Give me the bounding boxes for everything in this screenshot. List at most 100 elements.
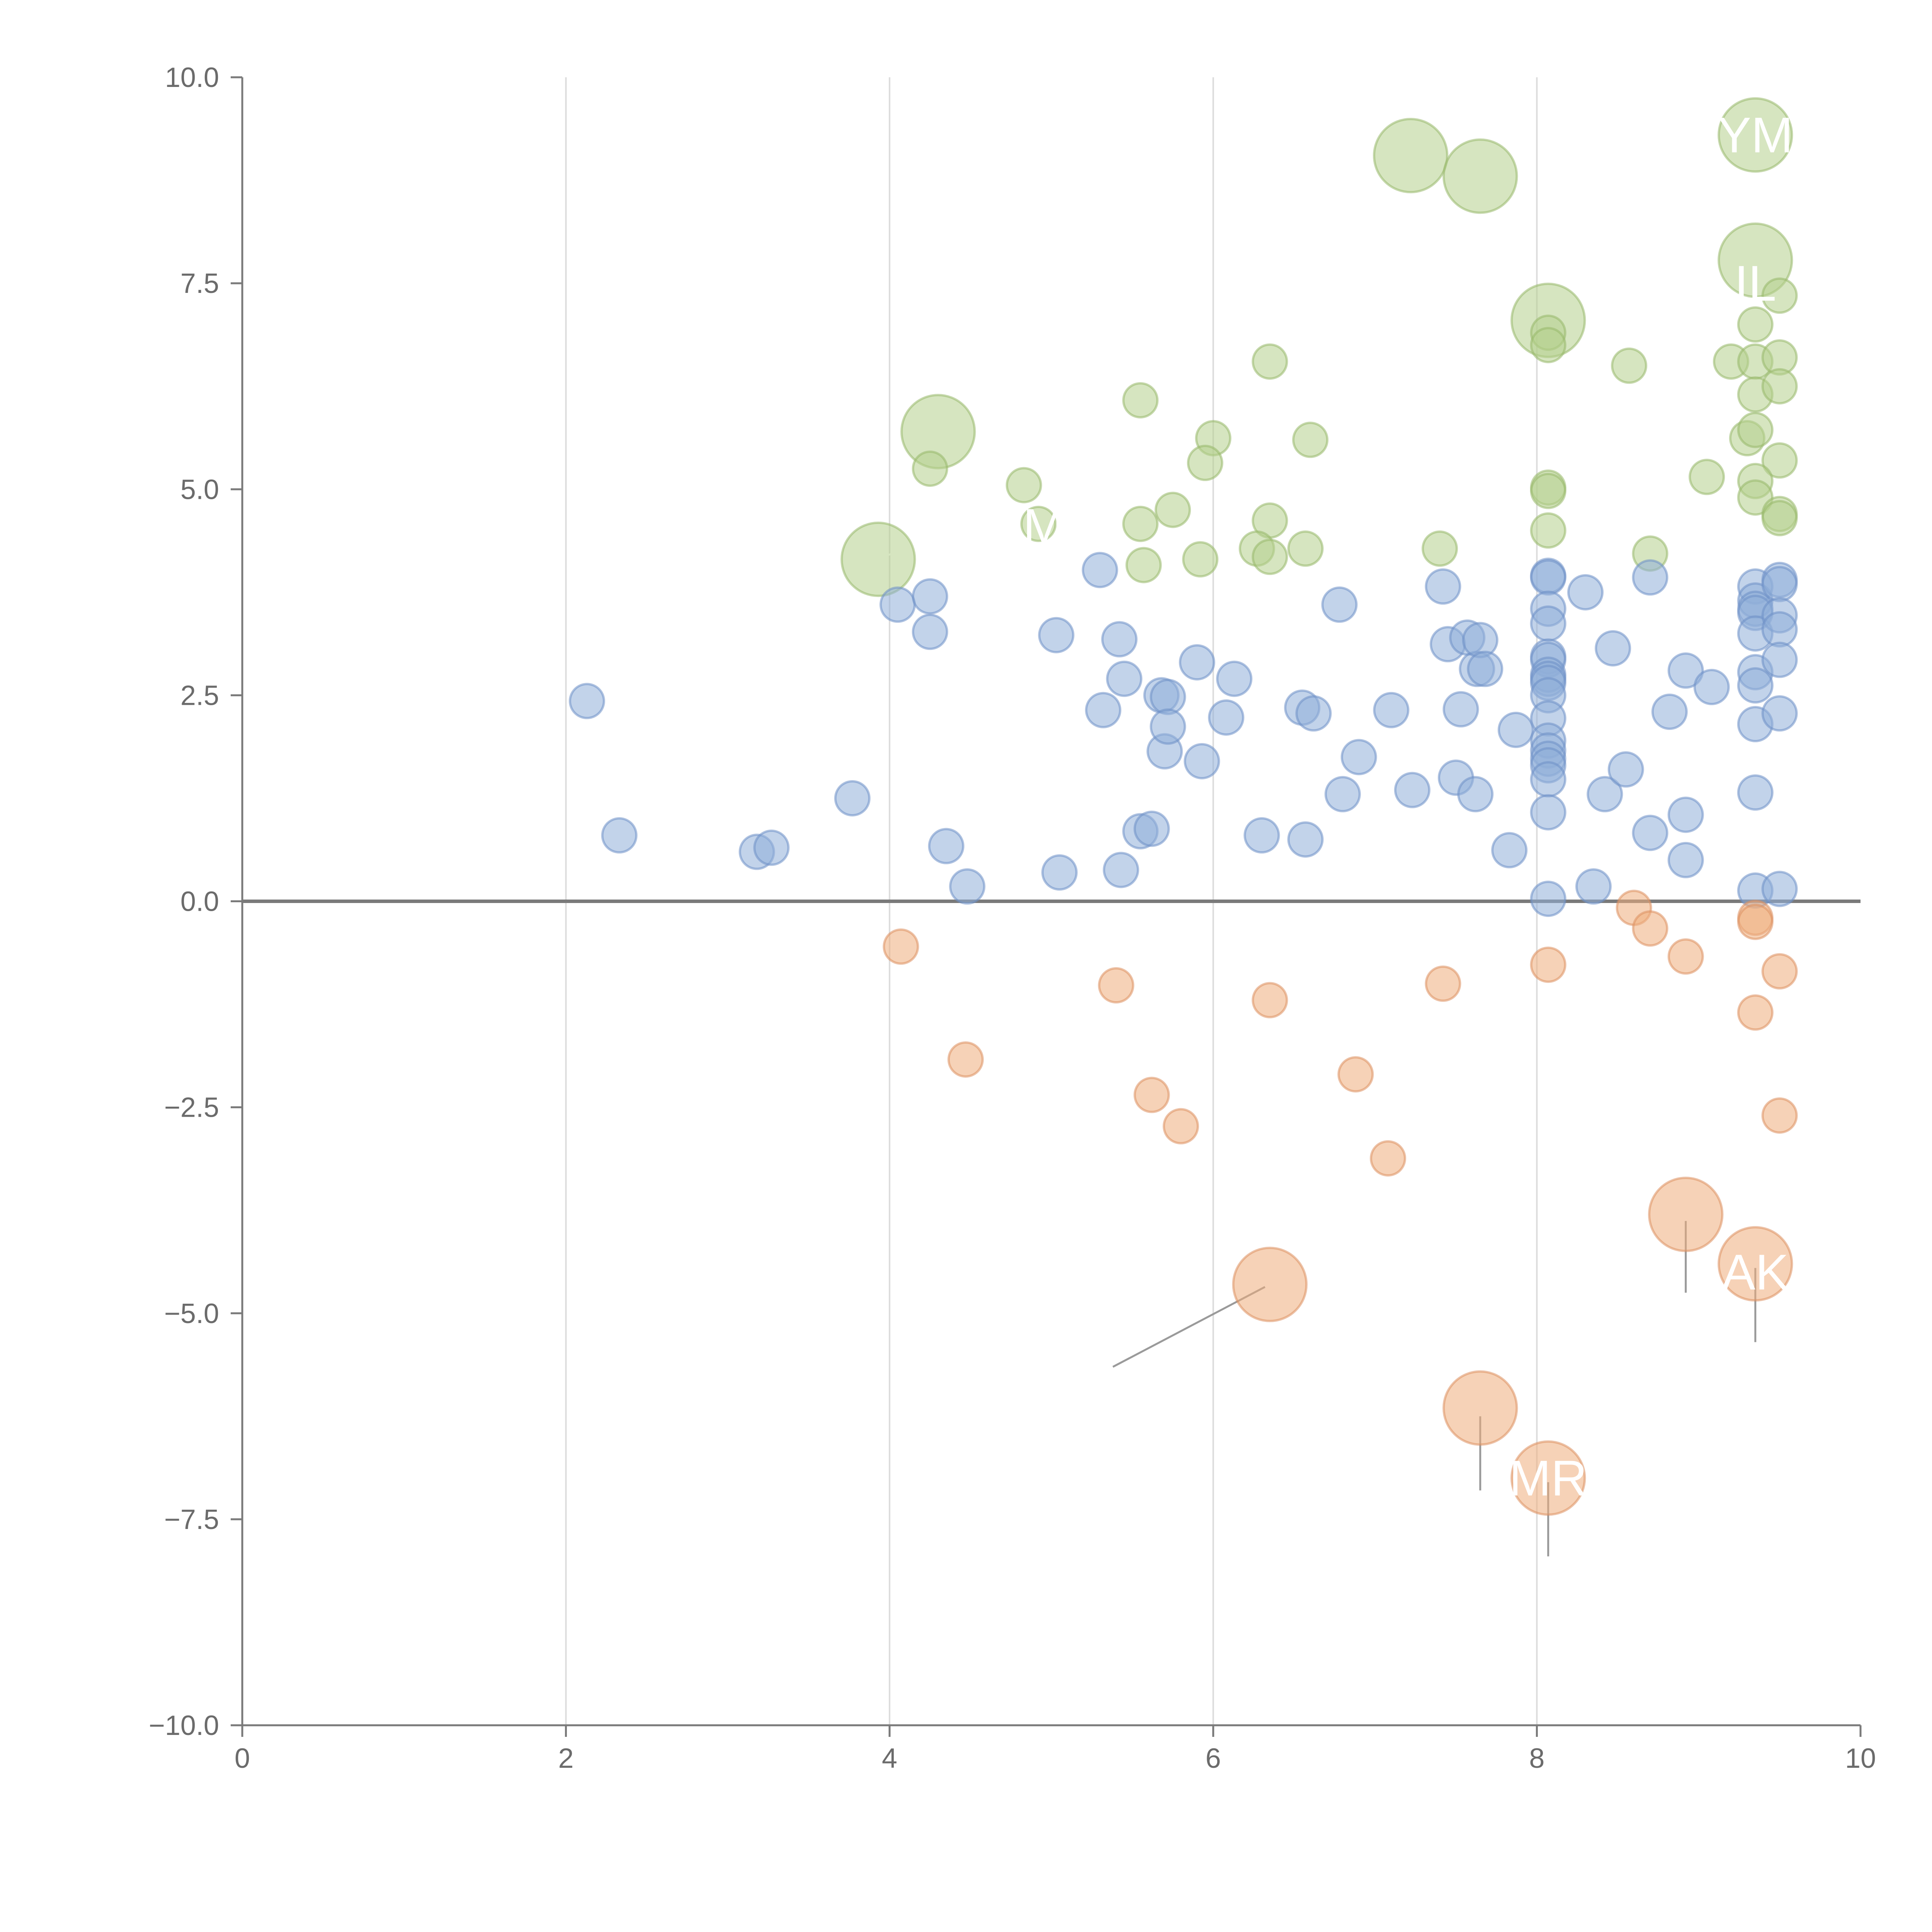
- blue-bubble: [1587, 776, 1623, 813]
- blue-bubble: [928, 828, 964, 864]
- green-bubble: [1530, 473, 1566, 509]
- blue-bubble: [601, 817, 638, 854]
- green-bubble: [1373, 117, 1449, 194]
- orange-bubble: [1648, 1177, 1724, 1252]
- green-bubble: [1422, 530, 1458, 567]
- blue-bubble: [1632, 815, 1668, 851]
- blue-bubble: [1667, 796, 1704, 833]
- blue-bubble: [1530, 605, 1566, 642]
- blue-bubble: [1761, 566, 1798, 602]
- orange-bubble: [1761, 953, 1798, 990]
- orange-bubble: [1163, 1108, 1199, 1145]
- green-bubble: [1761, 277, 1798, 314]
- y-tick-label: −2.5: [164, 1092, 219, 1123]
- orange-bubble: [1737, 994, 1774, 1031]
- x-tick-label: 6: [1206, 1743, 1221, 1774]
- orange-bubble: [1425, 965, 1461, 1002]
- blue-bubble: [1179, 644, 1215, 681]
- green-bubble: [1020, 505, 1057, 542]
- blue-bubble: [1457, 776, 1494, 813]
- blue-bubble: [1373, 692, 1410, 728]
- blue-bubble: [1530, 761, 1566, 798]
- blue-bubble: [1530, 794, 1566, 831]
- green-bubble: [1005, 467, 1042, 503]
- green-bubble: [1292, 422, 1329, 458]
- blue-bubble: [1340, 739, 1377, 776]
- blue-bubble: [1467, 651, 1503, 687]
- green-bubble: [1737, 412, 1774, 448]
- blue-bubble: [1693, 669, 1730, 706]
- green-bubble: [1530, 512, 1566, 549]
- orange-bubble: [1252, 982, 1288, 1019]
- blue-bubble: [912, 578, 948, 615]
- callout-label: YM: [1718, 107, 1793, 163]
- callout-label: MR: [1509, 1450, 1587, 1506]
- blue-bubble: [1085, 692, 1122, 728]
- orange-bubble: [1232, 1247, 1308, 1322]
- x-tick-label: 8: [1529, 1743, 1544, 1774]
- green-bubble: [1182, 541, 1219, 578]
- blue-bubble: [879, 586, 916, 623]
- blue-bubble: [1530, 559, 1566, 596]
- orange-bubble: [1510, 1440, 1586, 1516]
- blue-bubble: [1761, 695, 1798, 732]
- y-tick-label: 10.0: [165, 62, 219, 93]
- blue-bubble: [912, 614, 948, 650]
- blue-bubble: [1150, 708, 1186, 745]
- blue-bubble: [1208, 699, 1245, 736]
- blue-bubble: [1184, 743, 1220, 779]
- blue-bubble: [1082, 552, 1118, 588]
- blue-bubble: [753, 829, 790, 866]
- blue-bubble: [1133, 810, 1170, 847]
- green-bubble: [1530, 327, 1566, 364]
- blue-bubble: [834, 780, 871, 816]
- green-bubble: [1155, 492, 1191, 528]
- green-bubble: [1442, 138, 1518, 214]
- callout-label: IL: [1735, 255, 1776, 311]
- green-bubble: [1252, 539, 1288, 575]
- green-bubble: [1689, 459, 1725, 495]
- green-bubble: [1761, 368, 1798, 405]
- blue-bubble: [1442, 691, 1479, 728]
- blue-bubble: [1216, 660, 1253, 697]
- y-tick-label: −10.0: [149, 1710, 219, 1741]
- green-bubble: [1611, 347, 1648, 384]
- orange-bubble: [1370, 1140, 1406, 1177]
- blue-bubble: [1038, 617, 1075, 653]
- blue-bubble: [1106, 660, 1143, 697]
- orange-bubble: [947, 1041, 984, 1078]
- orange-bubble: [1632, 910, 1668, 947]
- blue-bubble: [1761, 871, 1798, 907]
- callout-label: AM: [990, 498, 1065, 554]
- orange-bubble: [883, 928, 919, 965]
- x-tick-label: 0: [235, 1743, 250, 1774]
- orange-bubble: [1098, 967, 1134, 1004]
- orange-bubble: [1667, 938, 1704, 975]
- orange-bubble: [1133, 1077, 1170, 1113]
- blue-bubble: [1497, 711, 1534, 748]
- blue-bubble: [1651, 694, 1688, 730]
- blue-bubble: [1575, 868, 1612, 905]
- callout-label: AK: [1722, 1244, 1789, 1300]
- blue-bubble: [1324, 776, 1361, 813]
- orange-bubble: [1718, 1226, 1793, 1302]
- green-bubble: [1718, 97, 1793, 173]
- green-bubble: [1122, 382, 1159, 418]
- orange-bubble: [1337, 1056, 1374, 1093]
- green-bubble: [1761, 442, 1798, 479]
- green-bubble: [1287, 530, 1324, 567]
- blue-bubble: [1425, 568, 1461, 605]
- orange-bubble: [1530, 946, 1566, 983]
- blue-bubble: [949, 868, 986, 905]
- y-tick-label: 5.0: [180, 474, 219, 505]
- orange-bubble: [1442, 1370, 1518, 1446]
- blue-bubble: [1321, 586, 1358, 623]
- green-bubble: [840, 521, 916, 597]
- green-bubble: [912, 450, 948, 487]
- green-bubble: [1718, 222, 1793, 298]
- green-bubble: [1761, 500, 1798, 536]
- blue-bubble: [1103, 852, 1139, 888]
- blue-bubble: [1491, 832, 1528, 869]
- bubbles: [569, 97, 1798, 1516]
